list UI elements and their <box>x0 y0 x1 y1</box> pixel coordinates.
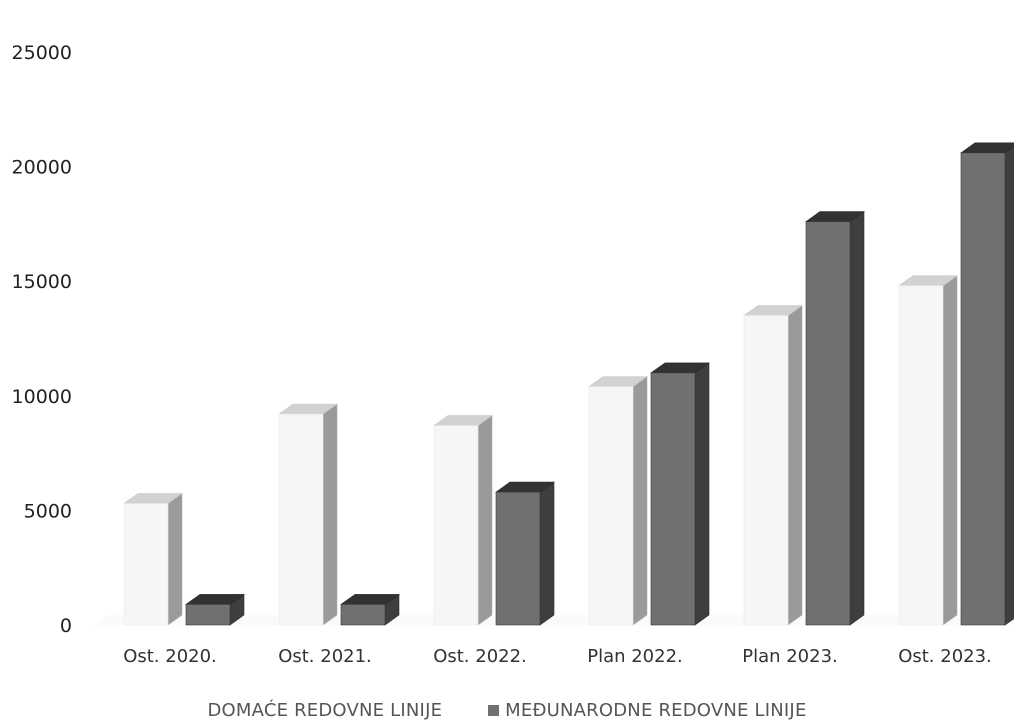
bar-group <box>433 415 555 626</box>
bar-side-face <box>942 275 958 626</box>
x-tick-label: Ost. 2023. <box>898 646 992 667</box>
bar-front-face <box>278 413 324 626</box>
bar-international <box>340 593 400 626</box>
bar-international <box>185 593 245 626</box>
x-tick-label: Plan 2023. <box>742 646 838 667</box>
bar-front-face <box>123 503 169 626</box>
bar-side-face <box>787 304 803 626</box>
y-tick-label: 15000 <box>12 271 72 293</box>
bar-side-face <box>849 211 865 626</box>
bar-side-face <box>477 415 493 626</box>
x-tick-label: Ost. 2021. <box>278 646 372 667</box>
bar-international <box>495 481 555 626</box>
bar-side-face <box>1004 146 1014 626</box>
bar-front-face <box>960 152 1006 626</box>
legend-label-domestic: DOMAĆE REDOVNE LINIJE <box>207 699 443 721</box>
bar-front-face <box>185 604 231 626</box>
bar-front-face <box>433 425 479 626</box>
bar-front-face <box>898 285 944 626</box>
bar-front-face <box>588 386 634 626</box>
bar-domestic <box>898 275 958 626</box>
bar-group <box>123 492 245 626</box>
y-tick-label: 0 <box>60 615 72 637</box>
legend-swatch-international <box>488 704 500 716</box>
bar-side-face <box>167 492 183 626</box>
bar-international <box>650 362 710 626</box>
y-tick-label: 20000 <box>12 157 72 179</box>
bar-group <box>898 142 1014 626</box>
x-tick-label: Ost. 2022. <box>433 646 527 667</box>
bar-front-face <box>650 372 696 626</box>
bar-domestic <box>433 415 493 626</box>
y-tick-label: 10000 <box>12 386 72 408</box>
x-tick-label: Plan 2022. <box>587 646 683 667</box>
y-tick-label: 25000 <box>12 42 72 64</box>
bar-front-face <box>743 315 789 626</box>
bar-front-face <box>340 604 386 626</box>
bar-front-face <box>805 221 851 626</box>
bar-side-face <box>694 362 710 626</box>
bar-international <box>805 211 865 626</box>
bar-group <box>278 403 400 626</box>
y-tick-label: 5000 <box>24 500 72 522</box>
x-tick-label: Ost. 2020. <box>123 646 217 667</box>
bar-side-face <box>539 481 555 626</box>
legend: DOMAĆE REDOVNE LINIJE MEĐUNARODNE REDOVN… <box>0 698 1014 722</box>
bar-domestic <box>588 376 648 626</box>
bar-top-face <box>960 142 1014 154</box>
bar-side-face <box>632 376 648 626</box>
bar-domestic <box>123 492 183 626</box>
bar-international <box>960 142 1014 626</box>
bar-group <box>588 362 710 626</box>
legend-item-international: MEĐUNARODNE REDOVNE LINIJE <box>488 700 806 721</box>
legend-item-domestic: DOMAĆE REDOVNE LINIJE <box>207 700 442 721</box>
bar-side-face <box>322 403 338 626</box>
bar-domestic <box>278 403 338 626</box>
bar-domestic <box>743 304 803 626</box>
bar-front-face <box>495 491 541 626</box>
legend-label-international: MEĐUNARODNE REDOVNE LINIJE <box>505 699 807 721</box>
bar-group <box>743 211 865 626</box>
